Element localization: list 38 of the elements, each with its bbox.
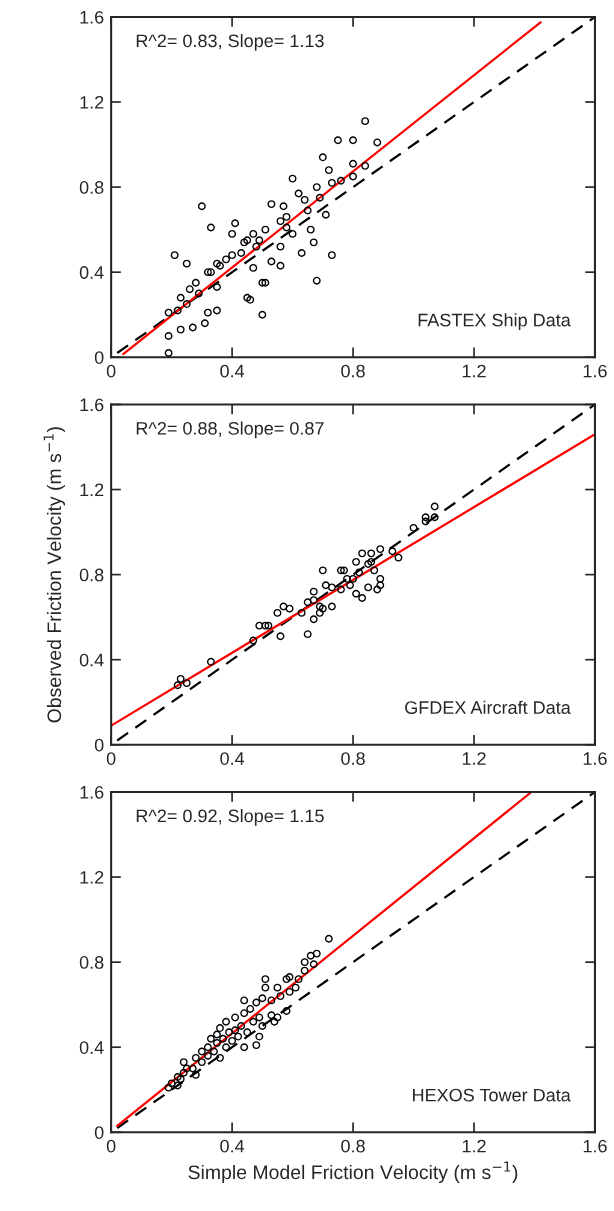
y-tick-label: 1.6 (80, 785, 104, 799)
y-tick-label: 0 (94, 738, 104, 752)
y-axis-title: Observed Friction Velocity (m s$^{−1}$) (43, 427, 66, 723)
x-tick-label: 0 (106, 364, 116, 378)
y-tick-label: 1.2 (80, 483, 104, 497)
x-tick-label: 1.6 (583, 1139, 607, 1153)
annotation: R^2= 0.88, Slope= 0.87 (136, 421, 324, 439)
y-tick-label: 1.6 (80, 10, 104, 24)
y-tick-label: 0.4 (79, 266, 104, 279)
annotation: R^2= 0.92, Slope= 1.15 (136, 809, 324, 826)
y-tick-label: 0.8 (79, 181, 104, 194)
y-tick-label: 1.6 (80, 398, 104, 412)
y-tick-label: 0.8 (79, 956, 104, 969)
annotation: HEXOS Tower Data (413, 1088, 571, 1102)
x-tick-label: 0 (106, 752, 116, 765)
x-tick-label: 1.2 (462, 1139, 486, 1153)
y-tick-label: 1.2 (80, 95, 104, 109)
x-tick-label: 1.6 (583, 752, 607, 765)
x-tick-label: 0.4 (220, 1139, 245, 1153)
x-axis-title: Simple Model Friction Velocity (m s$^{−1}$) (188, 1161, 518, 1184)
x-tick-label: 0 (106, 1139, 116, 1153)
x-tick-label: 1.2 (462, 752, 486, 765)
y-tick-label: 0.8 (79, 568, 104, 582)
x-tick-label: 1.6 (583, 364, 607, 378)
y-tick-label: 0.4 (79, 1041, 104, 1054)
x-tick-label: 1.2 (462, 364, 486, 378)
x-tick-label: 0.4 (220, 364, 245, 378)
x-tick-label: 0.4 (220, 752, 245, 765)
y-tick-label: 0 (94, 1126, 104, 1140)
x-tick-label: 0.8 (341, 1139, 365, 1153)
y-tick-label: 1.2 (80, 871, 104, 884)
annotation: R^2= 0.83, Slope= 1.13 (136, 33, 324, 51)
x-tick-label: 0.8 (341, 364, 365, 378)
y-tick-label: 0.4 (79, 653, 104, 667)
annotation: GFDEX Aircraft Data (405, 700, 571, 714)
annotation: FASTEX Ship Data (418, 313, 571, 331)
y-tick-label: 0 (94, 351, 104, 364)
x-tick-label: 0.8 (341, 752, 365, 765)
